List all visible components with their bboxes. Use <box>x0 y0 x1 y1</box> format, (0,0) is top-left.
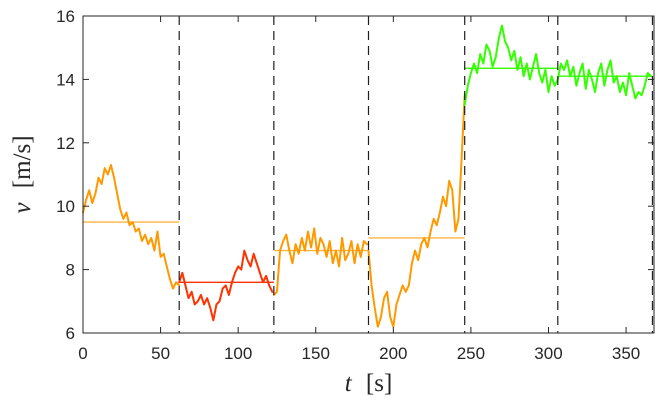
speed-series-segment-6 <box>556 59 652 100</box>
y-tick-label-14: 14 <box>56 70 75 89</box>
y-axis-unit: [m/s] <box>9 135 36 188</box>
x-tick-label-100: 100 <box>224 344 252 363</box>
plot-frame <box>82 15 655 334</box>
x-tick-label-300: 300 <box>534 344 562 363</box>
x-tick-label-250: 250 <box>457 344 485 363</box>
x-tick-label-350: 350 <box>612 344 640 363</box>
x-ticks-group: 0 50 100 150 200 250 300 350 <box>78 16 640 363</box>
speed-series-segment-2 <box>178 249 274 322</box>
y-tick-label-6: 6 <box>66 324 75 343</box>
speed-series-segment-1 <box>82 163 181 290</box>
y-tick-label-12: 12 <box>56 134 75 153</box>
x-tick-label-50: 50 <box>151 344 170 363</box>
series-group <box>82 24 652 328</box>
y-ticks-group: 6 8 10 12 14 16 <box>56 7 654 343</box>
speed-series-segment-5 <box>463 24 559 106</box>
plot-group: 0 50 100 150 200 250 300 350 6 8 10 12 14 16 t [s] v… <box>9 7 655 397</box>
x-tick-label-0: 0 <box>78 344 87 363</box>
y-axis-label: v [m/s] <box>9 135 36 213</box>
x-tick-label-200: 200 <box>379 344 407 363</box>
y-tick-label-16: 16 <box>56 7 75 26</box>
speed-series-segment-4 <box>367 94 466 328</box>
y-tick-label-8: 8 <box>66 261 75 280</box>
x-axis-label: t [s] <box>345 370 393 397</box>
segment-boundaries-group <box>178 16 654 333</box>
x-tick-label-150: 150 <box>302 344 330 363</box>
speed-series-segment-3 <box>272 227 368 296</box>
x-axis-variable: t <box>345 370 353 397</box>
x-axis-unit: [s] <box>366 370 392 397</box>
y-tick-label-10: 10 <box>56 197 75 216</box>
y-axis-variable: v <box>9 202 36 214</box>
